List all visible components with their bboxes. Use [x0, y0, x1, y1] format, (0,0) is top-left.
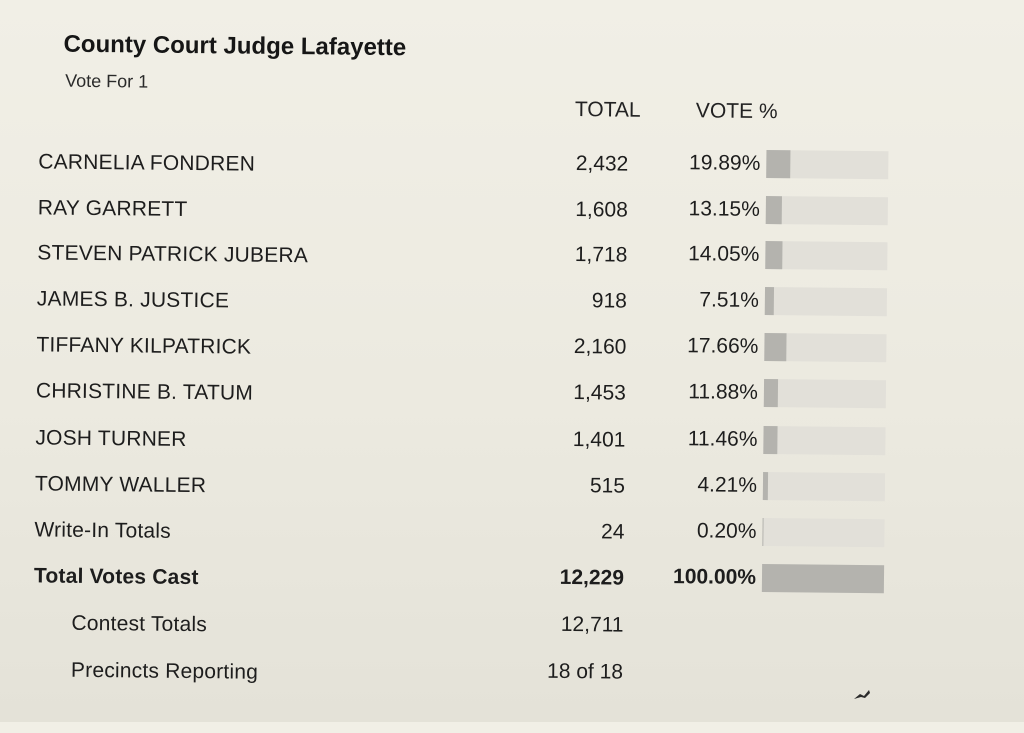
contest-title: County Court Judge Lafayette: [63, 30, 407, 62]
vote-share-bar: [762, 518, 885, 548]
candidate-name: TIFFANY KILPATRICK: [36, 333, 252, 359]
write-in-label: Write-In Totals: [34, 518, 172, 543]
candidate-vote-percent: 11.88%: [688, 380, 759, 404]
vote-percent-column-header: VOTE %: [695, 99, 778, 124]
vote-share-bar: [766, 150, 889, 180]
vote-share-bar: [765, 241, 888, 271]
candidate-total: 515: [589, 474, 626, 498]
candidate-vote-percent: 4.21%: [697, 473, 758, 497]
candidate-vote-percent: 14.05%: [688, 242, 760, 266]
vote-share-bar: [761, 564, 885, 594]
vote-share-bar: [765, 196, 888, 226]
candidate-total: 1,401: [572, 428, 626, 452]
total-column-header: TOTAL: [574, 98, 641, 122]
candidate-row: JAMES B. JUSTICE 918 7.51%: [0, 279, 1021, 330]
vote-for-label: Vote For 1: [65, 70, 149, 92]
vote-share-bar-fill: [762, 472, 769, 501]
vote-share-bar-fill: [764, 333, 787, 362]
candidate-row: JOSH TURNER 1,401 11.46%: [0, 418, 1020, 469]
candidate-total: 1,718: [574, 243, 628, 267]
write-in-row: Write-In Totals 24 0.20%: [0, 510, 1019, 561]
candidate-name: RAY GARRETT: [37, 196, 188, 221]
vote-share-bar-fill: [765, 196, 783, 225]
vote-share-bar-fill: [764, 287, 775, 316]
candidate-row: RAY GARRETT 1,608 13.15%: [0, 188, 1022, 239]
vote-share-bar: [763, 379, 887, 409]
precincts-reporting-label: Precincts Reporting: [70, 658, 259, 684]
vote-share-bar: [764, 287, 888, 317]
candidate-name: CHRISTINE B. TATUM: [35, 379, 254, 405]
candidate-vote-percent: 13.15%: [688, 197, 760, 221]
contest-totals-value: 12,711: [560, 612, 624, 637]
candidate-vote-percent: 17.66%: [687, 334, 759, 358]
candidate-name: STEVEN PATRICK JUBERA: [37, 241, 309, 268]
vote-share-bar: [764, 333, 887, 363]
candidate-row: TOMMY WALLER 515 4.21%: [0, 464, 1019, 515]
precincts-reporting-value: 18 of 18: [546, 659, 624, 684]
candidate-vote-percent: 7.51%: [699, 288, 760, 312]
total-votes-cast-row: Total Votes Cast 12,229 100.00%: [0, 556, 1018, 607]
contest-totals-label: Contest Totals: [71, 611, 208, 637]
candidate-name: JOSH TURNER: [35, 426, 187, 451]
candidate-row: TIFFANY KILPATRICK 2,160 17.66%: [0, 325, 1021, 376]
vote-share-bar-fill: [763, 379, 779, 408]
candidate-name: JAMES B. JUSTICE: [36, 287, 230, 313]
total-votes-cast-percent: 100.00%: [672, 565, 757, 589]
contest-totals-row: Contest Totals 12,711: [0, 603, 1018, 654]
candidate-name: TOMMY WALLER: [34, 472, 207, 498]
candidate-row: CARNELIA FONDREN 2,432 19.89%: [0, 142, 1022, 193]
total-votes-cast-value: 12,229: [559, 565, 625, 590]
candidate-row: STEVEN PATRICK JUBERA 1,718 14.05%: [0, 233, 1022, 284]
vote-share-bar-fill: [765, 241, 783, 270]
ink-smudge-mark: [854, 690, 870, 699]
total-votes-cast-label: Total Votes Cast: [33, 564, 199, 590]
vote-share-bar-fill: [762, 518, 763, 547]
candidate-total: 2,432: [575, 152, 629, 176]
candidate-vote-percent: 11.46%: [687, 427, 758, 451]
candidate-vote-percent: 19.89%: [688, 151, 761, 175]
candidate-total: 918: [591, 289, 628, 313]
candidate-row: CHRISTINE B. TATUM 1,453 11.88%: [0, 371, 1020, 422]
candidate-name: CARNELIA FONDREN: [38, 150, 256, 176]
vote-share-bar: [763, 426, 886, 456]
candidate-total: 1,608: [575, 198, 628, 222]
write-in-total: 24: [600, 520, 625, 544]
candidate-total: 2,160: [573, 335, 627, 359]
vote-share-bar: [762, 472, 886, 502]
vote-share-bar-fill: [766, 150, 791, 179]
vote-share-bar-fill: [763, 426, 778, 455]
candidate-total: 1,453: [573, 381, 627, 405]
write-in-vote-percent: 0.20%: [696, 519, 757, 543]
vote-share-bar-fill: [761, 564, 885, 594]
